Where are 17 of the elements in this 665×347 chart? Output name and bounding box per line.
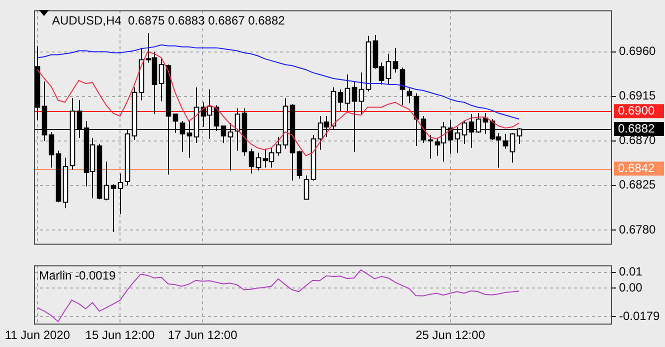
ref-line-label: 0.6900 bbox=[618, 103, 656, 118]
y-tick-label: 0.6870 bbox=[619, 133, 656, 148]
x-tick-label: 17 Jun 12:00 bbox=[168, 328, 238, 342]
y-tick-label: 0.6960 bbox=[619, 44, 656, 58]
y-tick-label: 0.6825 bbox=[619, 178, 656, 192]
y-tick-label: 0.6780 bbox=[619, 222, 656, 236]
y-tick-label: 0.00 bbox=[619, 280, 643, 294]
y-tick-label: -0.0179 bbox=[619, 308, 660, 323]
chart-title: AUDUSD,H4 0.6875 0.6883 0.6867 0.6882 bbox=[52, 14, 286, 28]
y-tick-label: 0.6915 bbox=[619, 88, 656, 103]
x-tick-label: 25 Jun 12:00 bbox=[416, 328, 486, 342]
ref-line-label: 0.6842 bbox=[618, 160, 656, 175]
x-tick-label: 15 Jun 12:00 bbox=[85, 328, 156, 342]
chart-title: Marlin -0.0019 bbox=[39, 268, 116, 283]
y-tick-label: 0.01 bbox=[619, 264, 643, 279]
ref-line-label: 0.6882 bbox=[618, 121, 656, 136]
x-tick-label: 11 Jun 2020 bbox=[4, 328, 70, 342]
